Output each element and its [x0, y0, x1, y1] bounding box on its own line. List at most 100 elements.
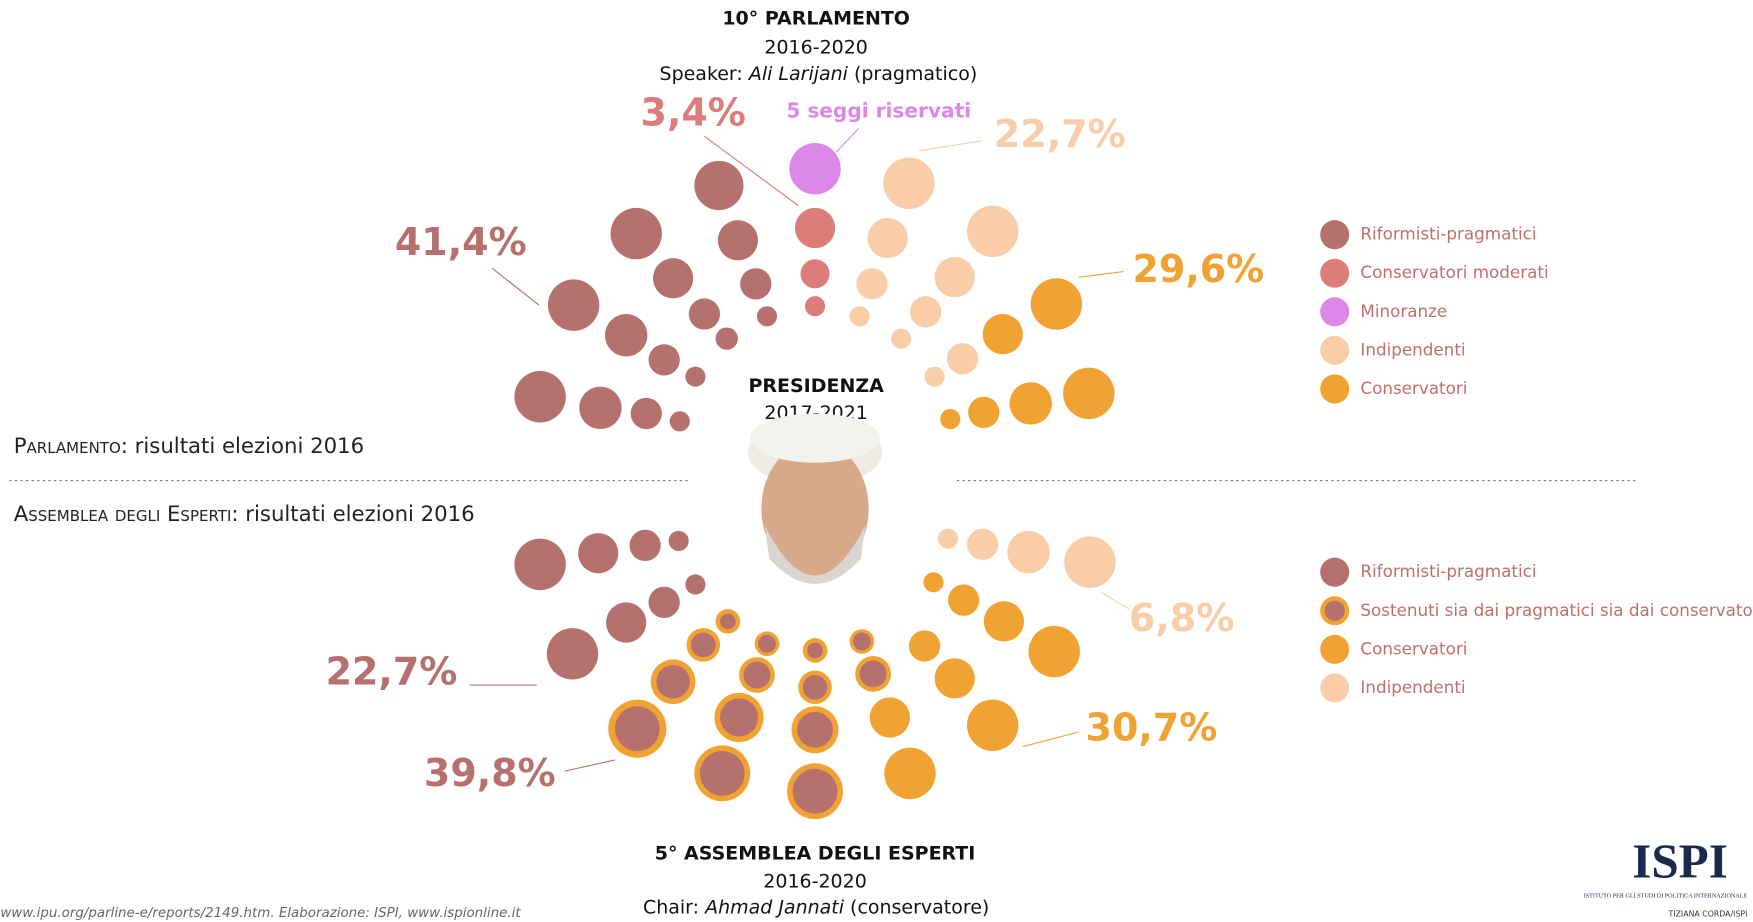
seat-dot: [870, 697, 910, 737]
legend-swatch: [1320, 558, 1349, 587]
seat-dot: [883, 158, 934, 209]
seat-dot: [984, 601, 1024, 641]
seat-dot-inner: [720, 614, 736, 630]
presidency-title: PRESIDENZA: [748, 375, 884, 397]
logo-full: ISTITUTO PER GLI STUDI DI POLITICA INTER…: [1584, 894, 1748, 900]
assembly-leader: Chair: Ahmad Jannati (conservatore): [643, 896, 989, 918]
legend-swatch: [1320, 220, 1349, 249]
seat-dot: [983, 314, 1023, 354]
seat-dot: [968, 397, 999, 428]
legend-label: Sostenuti sia dai pragmatici sia dai con…: [1360, 600, 1753, 620]
legend-label: Conservatori: [1360, 378, 1467, 398]
seat-dot-inner: [656, 665, 690, 699]
legend-swatch: [1320, 374, 1349, 403]
leader-note: (conservatore): [850, 896, 989, 918]
legend-label: Conservatori: [1360, 638, 1467, 658]
legend-label: Minoranze: [1360, 301, 1447, 321]
seat-dot: [795, 208, 835, 248]
seat-dot: [1063, 368, 1114, 419]
seat-dot: [909, 630, 940, 661]
seat-dot: [649, 344, 680, 375]
seat-dot: [548, 279, 599, 330]
seat-dot: [757, 306, 777, 326]
leader-name: Ahmad Jannati: [703, 896, 845, 918]
pct-label: 6,8%: [1129, 596, 1234, 640]
seat-dot: [967, 206, 1018, 257]
seat-dot-inner: [615, 706, 660, 751]
legend-swatch: [1320, 635, 1349, 664]
seat-dot: [850, 306, 870, 326]
seat-dot: [967, 529, 998, 560]
seat-dot: [547, 628, 598, 679]
seat-dot-inner: [803, 675, 828, 700]
seat-dot: [967, 700, 1018, 751]
seat-dot: [685, 367, 705, 387]
seat-dot-inner: [758, 635, 776, 653]
legend-label: Riformisti-pragmatici: [1360, 224, 1536, 244]
seat-dot: [716, 327, 738, 349]
legend-label: Indipendenti: [1360, 677, 1465, 697]
credit: TIZIANA CORDA/ISPI: [1668, 910, 1748, 919]
seat-dot: [1028, 626, 1079, 677]
parliament-leader: Speaker: Ali Larijani (pragmatico): [660, 62, 978, 84]
seat-dot: [868, 218, 908, 258]
seat-dot: [669, 531, 689, 551]
seat-dot-inner: [797, 712, 833, 748]
legend-swatch: [1320, 297, 1349, 326]
pct-label: 29,6%: [1132, 247, 1264, 291]
seat-dot: [789, 143, 840, 194]
section-caps: Parlamento: [14, 434, 121, 459]
seat-dot: [514, 539, 565, 590]
leader-note: (pragmatico): [854, 62, 977, 84]
seat-dot: [801, 259, 830, 288]
parliament-title: 10° PARLAMENTO: [722, 7, 910, 29]
seat-dot: [925, 367, 945, 387]
seat-dot: [856, 268, 887, 299]
seat-dot: [630, 530, 661, 561]
seat-dot: [947, 343, 978, 374]
legend-swatch: [1320, 673, 1349, 702]
seat-dot: [948, 584, 979, 615]
parliament-years: 2016-2020: [764, 37, 867, 59]
seat-dot: [805, 296, 825, 316]
assembly-title: 5° ASSEMBLEA DEGLI ESPERTI: [655, 842, 976, 864]
seat-dot: [884, 748, 935, 799]
seat-dot-inner: [853, 633, 871, 651]
legend-swatch: [1320, 336, 1349, 365]
pct-label: 22,7%: [994, 112, 1126, 156]
section-label: Parlamento: risultati elezioni 2016: [14, 434, 364, 459]
section-rest: : risultati elezioni 2016: [231, 502, 474, 527]
seat-dot-inner: [720, 698, 758, 736]
seat-dot: [685, 574, 705, 594]
seat-dot: [670, 411, 690, 431]
seat-dot-inner: [793, 769, 838, 814]
legend-swatch-inner: [1325, 601, 1345, 621]
section-label: Assemblea degli Esperti: risultati elezi…: [14, 502, 475, 527]
pct-label: 22,7%: [326, 649, 458, 693]
seat-dot: [1064, 536, 1115, 587]
leader-name: Ali Larijani: [747, 62, 849, 84]
seat-dot: [935, 658, 975, 698]
source: www.ipu.org/parline-e/reports/2149.htm. …: [0, 906, 521, 921]
pct-label: 41,4%: [395, 220, 527, 264]
leader-prefix: Chair:: [643, 896, 699, 918]
seat-dot-inner: [744, 662, 771, 689]
seat-dot: [631, 398, 662, 429]
seat-dot: [891, 329, 911, 349]
portrait: [748, 414, 882, 584]
assembly-years: 2016-2020: [763, 870, 866, 892]
seat-dot: [938, 529, 958, 549]
seat-dot: [689, 298, 720, 329]
seat-dot: [940, 409, 960, 429]
infographic: 10° PARLAMENTO 2016-2020 Speaker: Ali La…: [0, 0, 1753, 922]
seat-dot: [694, 161, 743, 210]
seat-dot-inner: [700, 751, 745, 796]
seat-dot: [578, 533, 618, 573]
seat-dot: [935, 257, 975, 297]
seat-dot: [923, 572, 943, 592]
pct-label: 30,7%: [1086, 705, 1218, 749]
seat-dot: [1031, 278, 1082, 329]
seat-dot-inner: [807, 643, 823, 659]
legend-label: Riformisti-pragmatici: [1360, 561, 1536, 581]
legend-swatch: [1320, 259, 1349, 288]
